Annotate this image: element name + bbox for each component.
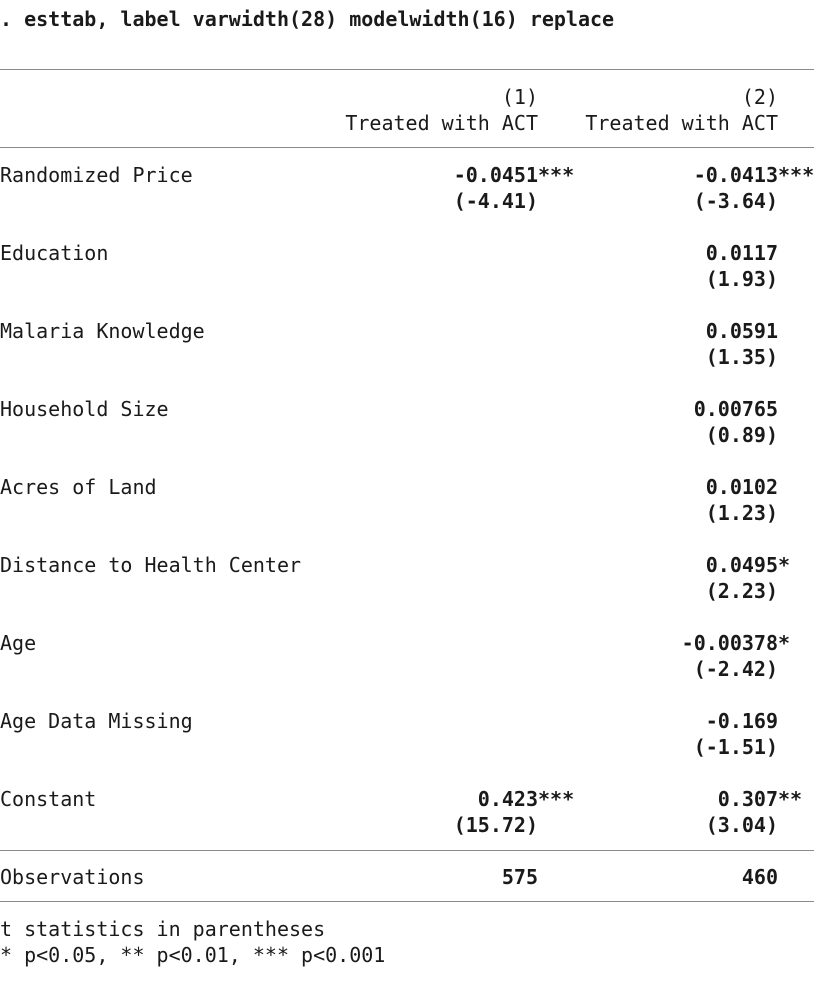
coef-cell-c1	[278, 552, 538, 578]
tstat-cell-c2: (2.23)	[705, 579, 778, 603]
observations-col2: 460	[741, 865, 778, 889]
tstat-cell-c2: (1.93)	[705, 267, 778, 291]
coef-value: 0.0102	[705, 475, 778, 499]
tstat-row: (-4.41) (-3.64)	[0, 188, 834, 214]
tstat-cell-c1: (-4.41)	[453, 189, 538, 213]
coef-cell-c1: 0.423***	[477, 787, 575, 811]
note-significance: * p<0.05, ** p<0.01, *** p<0.001	[0, 943, 386, 967]
tstat-row: (2.23)	[0, 578, 834, 604]
coef-cell-c2: 0.0102	[518, 474, 778, 500]
coef-cell-c1	[278, 396, 538, 422]
dep-var-1: Treated with ACT	[345, 111, 538, 135]
table-row: Age -0.00378*	[0, 630, 834, 656]
coef-value: 0.423	[477, 787, 538, 811]
tstat-row: (0.89)	[0, 422, 834, 448]
note-tstats: t statistics in parentheses	[0, 917, 326, 941]
header-model-numbers: (1) (2)	[0, 84, 834, 110]
coef-value: -0.00378	[681, 631, 778, 655]
coef-cell-c1	[278, 240, 538, 266]
tstat-row: (1.93)	[0, 266, 834, 292]
coef-cell-c1	[278, 474, 538, 500]
header-dep-vars: Treated with ACT Treated with ACT	[0, 110, 834, 136]
table-row: Constant 0.423*** 0.307**	[0, 786, 834, 812]
table-row: Household Size 0.00765	[0, 396, 834, 422]
header-rule	[0, 147, 814, 148]
observations-col1: 575	[501, 865, 538, 889]
tstat-cell-c2: (-3.64)	[693, 189, 778, 213]
table-row: Age Data Missing -0.169	[0, 708, 834, 734]
table-row: Distance to Health Center 0.0495*	[0, 552, 834, 578]
tstat-row: (-2.42)	[0, 656, 834, 682]
tstat-cell-c1: (15.72)	[453, 813, 538, 837]
model-number-1: (1)	[501, 85, 538, 109]
tstat-row: (15.72) (3.04)	[0, 812, 834, 838]
coef-cell-c1	[278, 708, 538, 734]
coef-cell-c2: 0.307**	[717, 787, 803, 811]
row-label: Distance to Health Center	[0, 553, 302, 577]
table-row: Acres of Land 0.0102	[0, 474, 834, 500]
row-label: Acres of Land	[0, 475, 157, 499]
tstat-cell-c2: (1.35)	[705, 345, 778, 369]
tstat-row: (1.35)	[0, 344, 834, 370]
row-label: Education	[0, 241, 109, 265]
tstat-cell-c2: (1.23)	[705, 501, 778, 525]
coef-cell-c2: -0.169	[518, 708, 778, 734]
observations-label: Observations	[0, 865, 145, 889]
coef-cell-c2: -0.0413***	[693, 163, 815, 187]
tstat-row: (-1.51)	[0, 734, 834, 760]
row-label: Constant	[0, 787, 97, 811]
tstat-cell-c2: (3.04)	[705, 813, 778, 837]
observations-row: Observations 575 460	[0, 864, 834, 890]
row-label: Household Size	[0, 397, 169, 421]
coef-value: -0.169	[705, 709, 778, 733]
coef-cell-c2: -0.00378*	[681, 631, 791, 655]
row-label: Age Data Missing	[0, 709, 193, 733]
model-number-2: (2)	[741, 85, 778, 109]
tstat-cell-c2: (-2.42)	[693, 657, 778, 681]
table-top-rule	[0, 69, 814, 70]
coef-value: 0.307	[717, 787, 778, 811]
tstat-row: (1.23)	[0, 500, 834, 526]
tstat-cell-c2: (-1.51)	[693, 735, 778, 759]
observations-rule	[0, 850, 814, 851]
coef-cell-c2: 0.0591	[518, 318, 778, 344]
row-label: Malaria Knowledge	[0, 319, 205, 343]
coef-cell-c2: 0.0495*	[705, 553, 791, 577]
coef-cell-c2: 0.00765	[518, 396, 778, 422]
coef-cell-c1	[278, 630, 538, 656]
dep-var-2: Treated with ACT	[585, 111, 778, 135]
table-row: Education 0.0117	[0, 240, 834, 266]
coef-value: -0.0451	[453, 163, 538, 187]
coef-value: 0.0591	[705, 319, 778, 343]
coef-cell-c2: 0.0117	[518, 240, 778, 266]
tstat-cell-c2: (0.89)	[705, 423, 778, 447]
coef-value: 0.0117	[705, 241, 778, 265]
row-label: Randomized Price	[0, 163, 193, 187]
coef-cell-c1: -0.0451***	[453, 163, 575, 187]
coef-cell-c1	[278, 318, 538, 344]
command-line: . esttab, label varwidth(28) modelwidth(…	[0, 7, 615, 31]
table-bottom-rule	[0, 901, 814, 902]
row-label: Age	[0, 631, 37, 655]
coef-value: -0.0413	[693, 163, 778, 187]
table-row: Randomized Price -0.0451*** -0.0413***	[0, 162, 834, 188]
coef-value: 0.0495	[705, 553, 778, 577]
coef-value: 0.00765	[693, 397, 778, 421]
table-row: Malaria Knowledge 0.0591	[0, 318, 834, 344]
